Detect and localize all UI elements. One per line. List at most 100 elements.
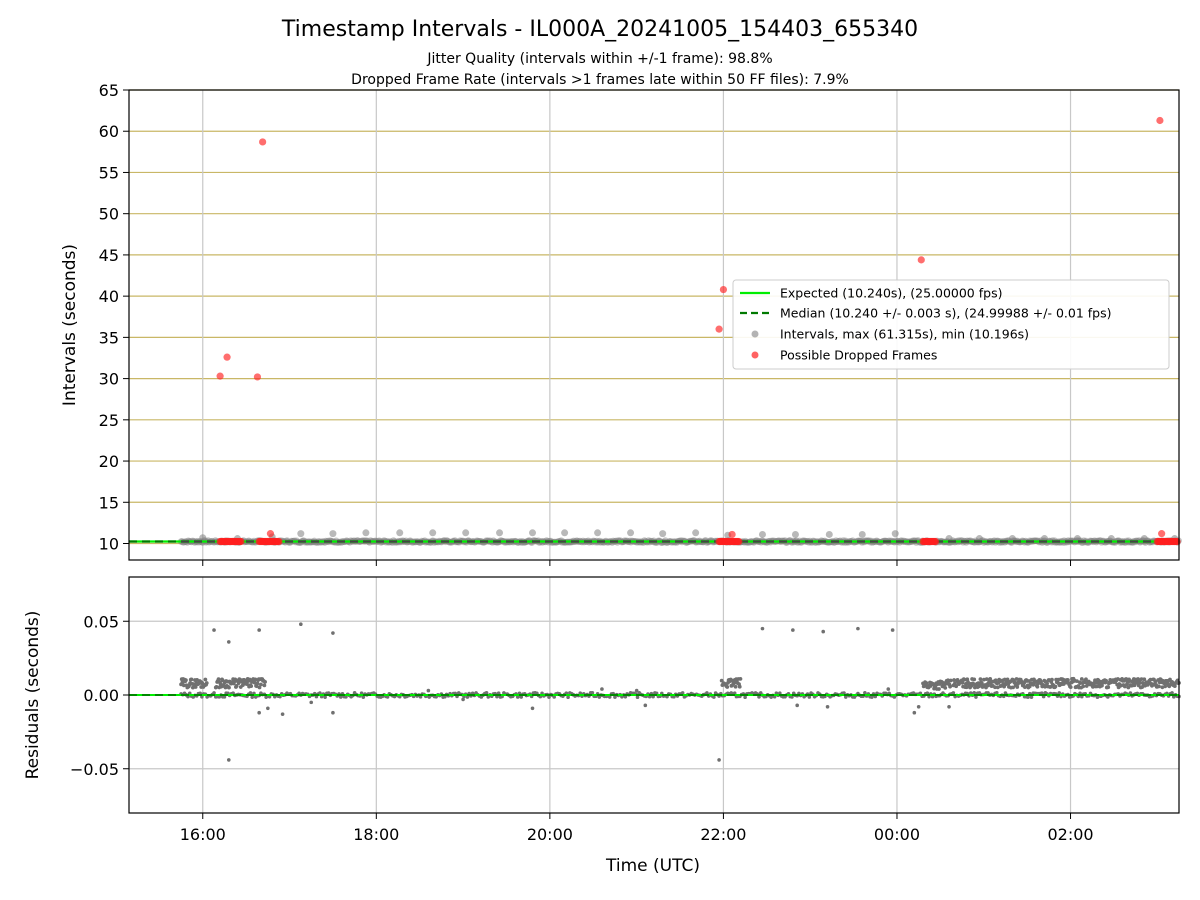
residual-point xyxy=(1172,684,1177,689)
dropped-frame-point xyxy=(275,537,283,546)
dropped-frame-point xyxy=(253,373,262,381)
residual-point xyxy=(1153,679,1158,684)
top-ytick-label: 30 xyxy=(99,370,119,389)
residual-outlier-point xyxy=(912,710,917,715)
residual-point xyxy=(986,683,990,688)
residual-point xyxy=(245,682,249,686)
residual-outlier-point xyxy=(821,629,826,634)
residual-point xyxy=(993,685,997,690)
chart-subtitle-2: Dropped Frame Rate (intervals >1 frames … xyxy=(351,72,849,88)
interval-point xyxy=(462,529,470,537)
intervals-panel: 10 15 20 25 30 35 40 45 50 55 60 65 Expected (10.240… xyxy=(99,81,1182,566)
residual-point xyxy=(937,687,941,691)
interval-point xyxy=(825,530,833,538)
residual-point xyxy=(484,691,489,695)
residual-outlier-point xyxy=(426,688,431,693)
interval-point xyxy=(329,530,337,538)
residual-point xyxy=(204,681,209,685)
x-tick-label: 18:00 xyxy=(353,825,399,844)
residual-point xyxy=(870,695,874,699)
residual-point xyxy=(1084,677,1088,682)
residual-point xyxy=(255,681,260,686)
residual-point xyxy=(978,677,983,682)
dropped-frame-point xyxy=(917,256,925,264)
legend: Expected (10.240s), (25.00000 fps) Median… xyxy=(732,279,1170,370)
top-y-axis-label: Intervals (seconds) xyxy=(60,244,80,406)
bottom-ytick-label: −0.05 xyxy=(70,760,119,779)
residual-point xyxy=(1126,685,1131,690)
residual-point xyxy=(705,691,709,695)
residual-outlier-point xyxy=(309,700,314,705)
legend-dropped-swatch xyxy=(751,351,759,359)
dropped-frame-point xyxy=(223,353,231,361)
x-tick-label: 22:00 xyxy=(700,825,746,844)
residual-outlier-point xyxy=(331,631,335,635)
residual-point xyxy=(924,681,929,686)
residual-point xyxy=(1163,684,1168,689)
residual-outlier-point xyxy=(600,687,604,691)
top-ytick-label: 65 xyxy=(99,81,119,100)
residual-point xyxy=(263,679,267,684)
residual-outlier-point xyxy=(947,705,951,709)
residual-point xyxy=(1026,695,1030,699)
interval-point xyxy=(975,535,983,543)
residual-point xyxy=(807,695,812,699)
residual-point xyxy=(994,691,999,695)
residual-point xyxy=(1138,680,1143,685)
residual-point xyxy=(1029,695,1034,699)
dropped-frame-point xyxy=(931,537,940,546)
top-ytick-label: 20 xyxy=(99,452,119,471)
legend-intervals-swatch xyxy=(751,330,759,338)
residual-point xyxy=(974,695,978,699)
x-tick-label: 20:00 xyxy=(527,825,573,844)
residual-point xyxy=(1057,691,1062,695)
legend-entry-label: Expected (10.240s), (25.00000 fps) xyxy=(780,286,1002,301)
residual-outlier-point xyxy=(643,703,648,708)
residual-point xyxy=(743,695,747,700)
top-ytick-label: 55 xyxy=(99,163,119,182)
residual-point xyxy=(259,682,263,687)
residual-point xyxy=(250,695,255,699)
interval-point xyxy=(429,529,437,537)
top-ytick-label: 50 xyxy=(99,205,119,224)
residual-point xyxy=(1081,684,1086,689)
residual-point xyxy=(227,685,231,690)
residual-point xyxy=(635,695,640,700)
dropped-frame-point xyxy=(259,138,267,146)
residual-outlier-point xyxy=(886,687,891,691)
interval-point xyxy=(496,529,504,537)
x-tick-label: 00:00 xyxy=(874,825,920,844)
residual-point xyxy=(954,684,959,689)
residual-point xyxy=(1011,685,1015,690)
top-ytick-label: 35 xyxy=(99,328,119,347)
residual-point xyxy=(972,677,977,682)
dropped-frame-point xyxy=(735,537,743,546)
dropped-frame-point xyxy=(1173,537,1181,546)
residual-point xyxy=(1066,678,1070,682)
residuals-panel: 0.05 0.00 −0.05 16:00 18:00 20:00 22:00 00:00 02… xyxy=(70,576,1181,844)
residual-point xyxy=(1124,677,1129,681)
top-ytick-label: 15 xyxy=(99,493,119,512)
chart-title: Timestamp Intervals - IL000A_20241005_15… xyxy=(281,17,918,42)
residual-outlier-point xyxy=(530,706,535,711)
residual-point xyxy=(719,678,724,683)
interval-point xyxy=(362,529,370,537)
residual-point xyxy=(1091,684,1095,689)
residual-point xyxy=(1053,684,1058,689)
residual-point xyxy=(988,677,993,681)
residual-point xyxy=(1148,677,1153,682)
bottom-plot-frame xyxy=(128,576,1180,814)
residual-point xyxy=(257,685,262,690)
residual-point xyxy=(1015,685,1020,689)
bottom-ytick-label: 0.05 xyxy=(83,612,119,631)
interval-point xyxy=(891,530,899,538)
residual-point xyxy=(1045,681,1049,686)
dropped-frame-point xyxy=(715,325,723,333)
residual-outlier-point xyxy=(331,710,335,715)
residual-point xyxy=(262,683,267,688)
residual-point xyxy=(842,691,846,695)
residual-point xyxy=(680,691,685,695)
interval-point xyxy=(1008,535,1016,543)
residual-point xyxy=(1142,677,1147,682)
legend-box xyxy=(732,279,1170,370)
